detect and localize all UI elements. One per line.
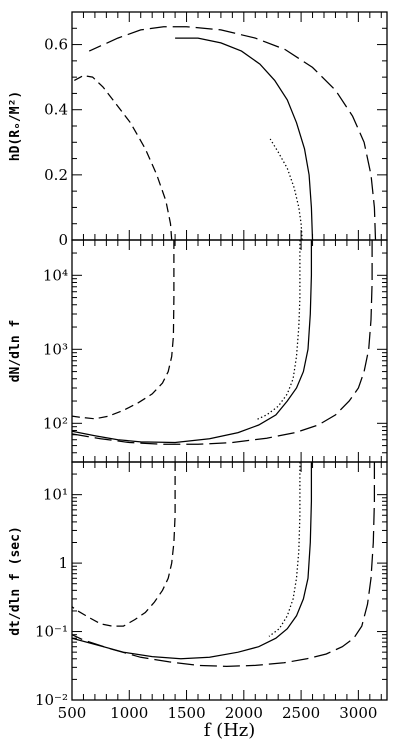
x-tick-label: 2500 [282,704,320,722]
x-tick-label: 3000 [339,704,377,722]
series-line-short-dash [72,462,176,627]
series-line-long-dash [72,462,376,668]
y-axis-label: dN/dln f [8,320,23,383]
x-tick-label: 500 [58,704,87,722]
y-tick-label: 0.2 [44,166,68,184]
series-line-short-dash [74,74,173,240]
y-tick-label: 0.6 [44,36,68,54]
y-tick-label: 1 [58,554,68,572]
panel-3: 10⁻² 10⁻¹ 1 10¹ 500 1000 1500 2000 2500 3000 dt/dl… [8,461,388,741]
panel-2: 10² 10³ 10⁴ dN/dln f [8,239,388,463]
y-tick-label: 10⁻² [35,691,68,709]
y-tick-label: 10⁻¹ [35,623,68,641]
series-line-long-dash [88,26,377,240]
y-axis-label: hD(Rₒ/M²) [8,91,23,161]
series-line-dotted [268,462,301,637]
series-line-solid [175,37,314,240]
panel-frame [71,239,388,463]
series-line-dotted [269,138,303,240]
series-line-solid [72,462,313,660]
x-tick-label: 2000 [225,704,263,722]
series-line-solid [72,240,313,444]
x-tick-label: 1000 [110,704,148,722]
y-tick-label: 10¹ [43,486,68,504]
x-axis-label: f (Hz) [204,720,256,741]
series-line-long-dash [72,240,373,445]
x-tick-label: 1500 [167,704,205,722]
series-line-short-dash [72,240,175,420]
y-tick-label: 10³ [43,340,68,358]
panel-frame [71,461,388,701]
y-tick-label: 10⁴ [43,266,68,284]
y-tick-label: 0.4 [44,101,68,119]
y-axis-label: dt/dln f (sec) [8,526,23,636]
y-tick-label: 0 [58,231,68,249]
y-tick-label: 10² [43,414,68,432]
panel-1: 0 0.2 0.4 0.6 hD(Rₒ/M²) [8,11,388,249]
